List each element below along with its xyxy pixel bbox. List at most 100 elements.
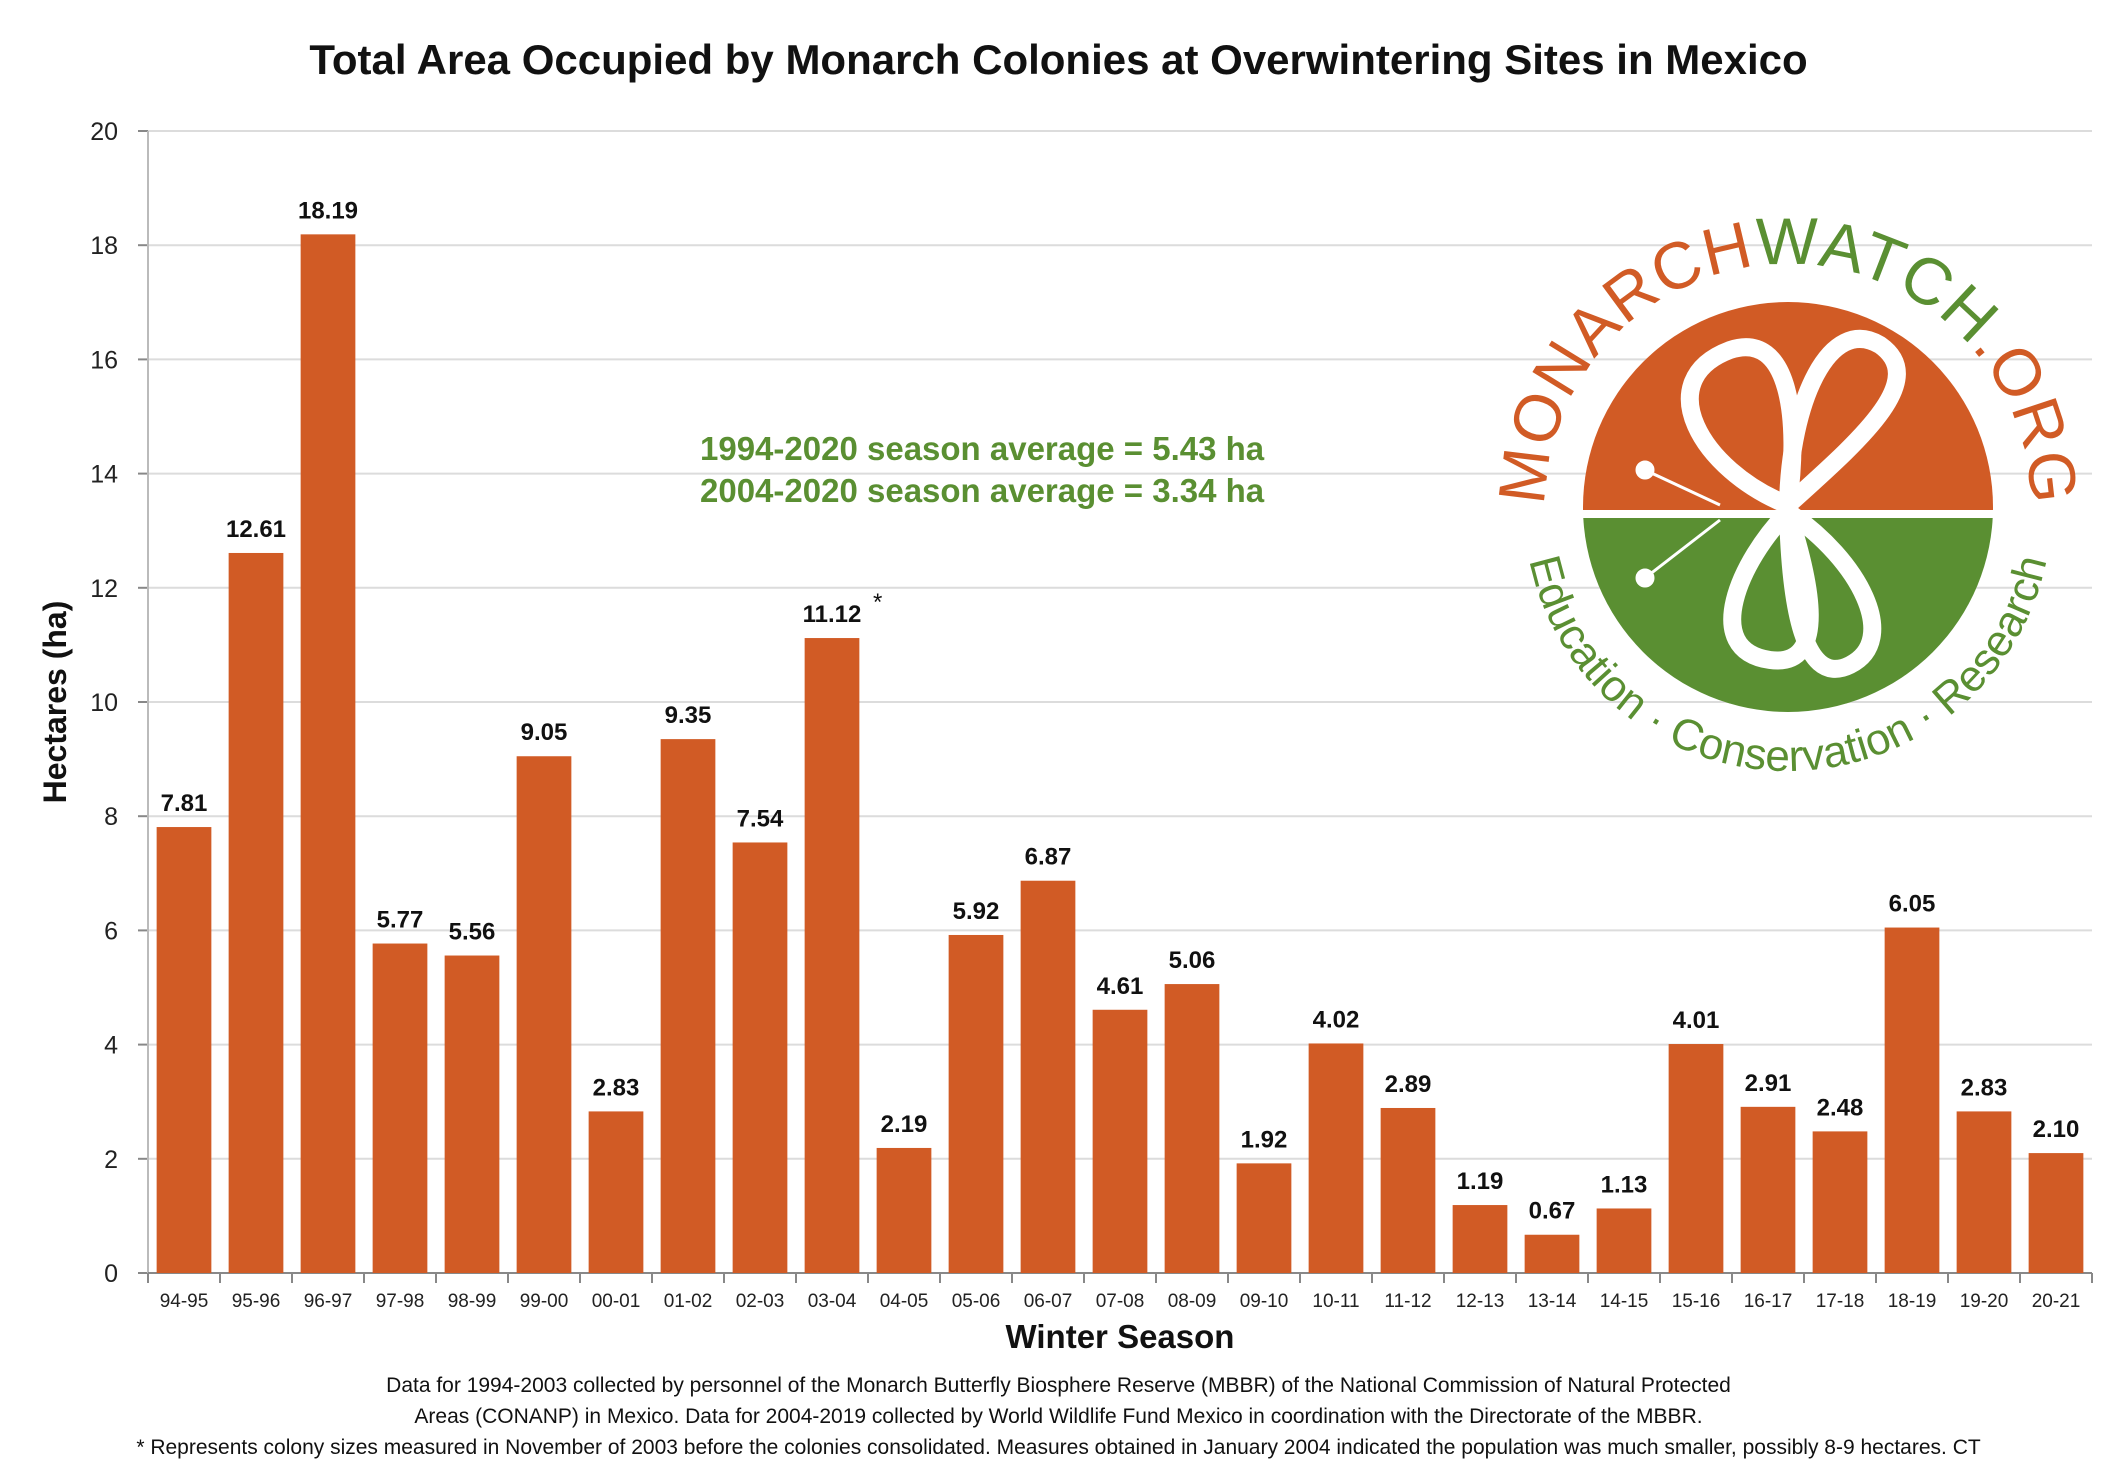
x-tick-label: 00-01 bbox=[592, 1291, 641, 1312]
axes: 0 2 4 6 8 10 12 14 16 18 20 Hectares (ha) Winter Sea… bbox=[37, 118, 2093, 1355]
data-label: 5.77 bbox=[377, 907, 424, 934]
monarch-watch-logo: MONARCHWATCH.ORG Education · Conservatio… bbox=[1484, 204, 2091, 781]
bar-19-20 bbox=[1956, 1111, 2012, 1273]
x-tick-label: 94-95 bbox=[160, 1291, 209, 1312]
antenna-icon bbox=[1635, 460, 1721, 588]
y-tick-label: 4 bbox=[104, 1032, 118, 1060]
x-tick-label: 99-00 bbox=[520, 1291, 569, 1312]
bar-12-13 bbox=[1452, 1205, 1508, 1273]
y-tick-label: 6 bbox=[104, 917, 118, 945]
y-tick-label: 12 bbox=[90, 575, 118, 603]
bar-06-07 bbox=[1020, 880, 1076, 1273]
data-labels: 7.81 12.61 18.19 5.77 5.56 9.05 2.83 9.35 7.54 11… bbox=[161, 197, 2080, 1224]
bar-94-95 bbox=[156, 827, 212, 1273]
x-tick-label: 10-11 bbox=[1312, 1291, 1359, 1312]
data-label: 2.48 bbox=[1817, 1094, 1864, 1121]
asterisk-mark: * bbox=[873, 589, 882, 616]
chart-title: Total Area Occupied by Monarch Colonies … bbox=[309, 36, 1808, 83]
data-label: 1.13 bbox=[1601, 1171, 1648, 1198]
x-tick-label: 14-15 bbox=[1600, 1291, 1649, 1312]
x-tick-label: 02-03 bbox=[736, 1291, 785, 1312]
logo-bottom-half bbox=[1583, 518, 1993, 712]
data-label: 5.06 bbox=[1169, 947, 1216, 974]
bar-18-19 bbox=[1884, 927, 1940, 1273]
y-tick-label: 0 bbox=[104, 1260, 118, 1288]
annotation-avg-1994-2020: 1994-2020 season average = 5.43 ha bbox=[700, 430, 1265, 467]
bar-11-12 bbox=[1380, 1107, 1436, 1273]
bar-20-21 bbox=[2028, 1153, 2084, 1273]
bar-17-18 bbox=[1812, 1131, 1868, 1273]
data-label: 2.19 bbox=[881, 1111, 928, 1138]
bar-10-11 bbox=[1308, 1043, 1364, 1273]
data-label: 2.10 bbox=[2033, 1116, 2080, 1143]
bar-13-14 bbox=[1524, 1234, 1580, 1273]
x-tick-label: 98-99 bbox=[448, 1291, 497, 1312]
x-tick-label: 17-18 bbox=[1816, 1291, 1865, 1312]
data-label: 4.01 bbox=[1673, 1007, 1720, 1034]
x-tick-label: 95-96 bbox=[232, 1291, 281, 1312]
x-tick-label: 20-21 bbox=[2032, 1291, 2081, 1312]
footnote-line-1: Data for 1994-2003 collected by personne… bbox=[386, 1374, 1731, 1397]
data-label: 1.92 bbox=[1241, 1126, 1288, 1153]
data-label: 12.61 bbox=[226, 516, 286, 543]
x-tick-label: 13-14 bbox=[1528, 1291, 1577, 1312]
bar-03-04 bbox=[804, 638, 860, 1273]
data-label: 6.05 bbox=[1889, 891, 1936, 918]
bar-05-06 bbox=[948, 934, 1004, 1273]
footnote-line-3: * Represents colony sizes measured in No… bbox=[136, 1436, 1981, 1459]
y-tick-label: 16 bbox=[90, 346, 118, 374]
y-tick-label: 18 bbox=[90, 232, 118, 260]
x-tick-label: 09-10 bbox=[1240, 1291, 1289, 1312]
x-tick-label: 04-05 bbox=[880, 1291, 929, 1312]
x-tick-label: 03-04 bbox=[808, 1291, 857, 1312]
y-tick-label: 20 bbox=[90, 118, 118, 146]
bar-98-99 bbox=[444, 955, 500, 1273]
bar-95-96 bbox=[228, 552, 284, 1273]
data-label: 5.56 bbox=[449, 919, 496, 946]
y-tick-label: 14 bbox=[90, 461, 118, 489]
x-tick-label: 15-16 bbox=[1672, 1291, 1721, 1312]
y-axis-title: Hectares (ha) bbox=[37, 601, 73, 804]
x-tick-label: 06-07 bbox=[1024, 1291, 1073, 1312]
bar-01-02 bbox=[660, 739, 716, 1273]
x-tick-label: 97-98 bbox=[376, 1291, 425, 1312]
data-label: 18.19 bbox=[298, 197, 358, 224]
y-tick-label: 10 bbox=[90, 689, 118, 717]
data-label: 7.54 bbox=[737, 805, 784, 832]
bar-14-15 bbox=[1596, 1208, 1652, 1273]
x-tick-label: 08-09 bbox=[1168, 1291, 1217, 1312]
x-tick-label: 18-19 bbox=[1888, 1291, 1937, 1312]
x-tick-label: 07-08 bbox=[1096, 1291, 1145, 1312]
data-label: 9.35 bbox=[665, 702, 712, 729]
bar-09-10 bbox=[1236, 1163, 1292, 1273]
bar-96-97 bbox=[300, 234, 356, 1274]
footnote-line-2: Areas (CONANP) in Mexico. Data for 2004-… bbox=[414, 1405, 1703, 1428]
data-label: 4.02 bbox=[1313, 1006, 1360, 1033]
data-label: 1.19 bbox=[1457, 1168, 1504, 1195]
bar-00-01 bbox=[588, 1111, 644, 1273]
annotation-avg-2004-2020: 2004-2020 season average = 3.34 ha bbox=[700, 472, 1265, 509]
data-label: 2.83 bbox=[593, 1074, 640, 1101]
bar-97-98 bbox=[372, 943, 428, 1273]
bar-02-03 bbox=[732, 842, 788, 1273]
x-tick-label: 12-13 bbox=[1456, 1291, 1505, 1312]
x-tick-label: 96-97 bbox=[304, 1291, 353, 1312]
data-label: 0.67 bbox=[1529, 1198, 1576, 1225]
y-tick-label: 2 bbox=[104, 1146, 118, 1174]
x-tick-label: 01-02 bbox=[664, 1291, 713, 1312]
data-label: 2.83 bbox=[1961, 1074, 2008, 1101]
x-tick-label: 19-20 bbox=[1960, 1291, 2009, 1312]
bar-16-17 bbox=[1740, 1106, 1796, 1273]
bar-99-00 bbox=[516, 756, 572, 1273]
bar-15-16 bbox=[1668, 1044, 1724, 1273]
data-label: 9.05 bbox=[521, 719, 568, 746]
x-tick-label: 05-06 bbox=[952, 1291, 1001, 1312]
data-label: 7.81 bbox=[161, 790, 208, 817]
data-label: 6.87 bbox=[1025, 844, 1072, 871]
bar-04-05 bbox=[876, 1147, 932, 1273]
bars bbox=[156, 234, 2084, 1274]
data-label: 5.92 bbox=[953, 898, 1000, 925]
x-tick-label: 11-12 bbox=[1384, 1291, 1431, 1312]
